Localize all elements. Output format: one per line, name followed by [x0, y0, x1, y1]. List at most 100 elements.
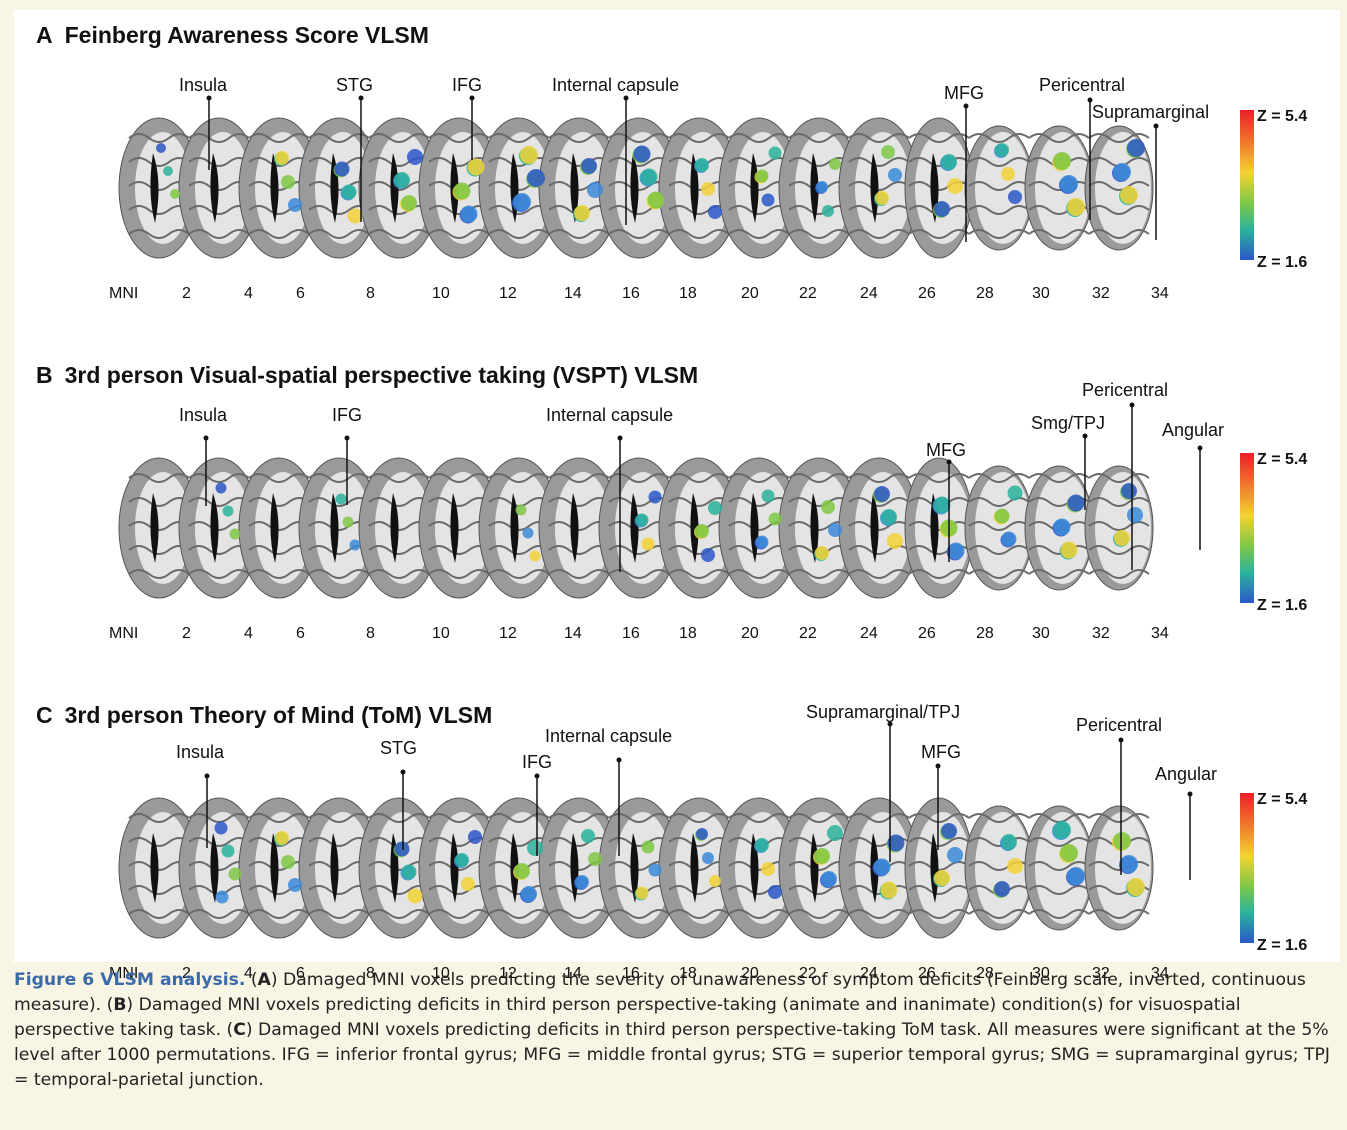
mni-tick-label: 34 — [1151, 285, 1169, 302]
activation-cluster — [1007, 858, 1023, 874]
leader-dot — [1197, 445, 1203, 451]
mni-tick-label: 8 — [366, 625, 375, 642]
activation-cluster — [640, 168, 658, 186]
activation-cluster — [515, 504, 527, 516]
label-internal-capsule: Internal capsule — [552, 75, 680, 95]
activation-cluster — [814, 848, 830, 864]
leader-dot — [400, 769, 406, 775]
label-internal-capsule: Internal capsule — [546, 405, 674, 425]
leader-dot — [534, 773, 540, 779]
caption-ref-b: B — [113, 995, 127, 1015]
panel-b-title-text: 3rd person Visual-spatial perspective ta… — [64, 362, 699, 388]
mni-tick-label: 20 — [741, 965, 759, 982]
activation-cluster — [888, 168, 902, 182]
activation-cluster — [334, 161, 350, 177]
activation-cluster — [1067, 494, 1085, 512]
leader-dot — [1153, 123, 1159, 129]
activation-cluster — [881, 145, 895, 159]
leader-dot — [1187, 791, 1193, 797]
mni-tick-label: 18 — [679, 285, 697, 302]
mni-tick-label: 34 — [1151, 625, 1169, 642]
mni-tick-label: 8 — [366, 285, 375, 302]
mni-tick-label: 16 — [622, 285, 640, 302]
activation-cluster — [941, 154, 957, 170]
leader-dot — [206, 95, 212, 101]
activation-cluster — [461, 877, 475, 891]
leader-dot — [1118, 737, 1124, 743]
activation-cluster — [275, 831, 289, 845]
activation-cluster — [1113, 832, 1131, 850]
activation-cluster — [822, 205, 834, 217]
activation-cluster — [873, 858, 891, 876]
activation-cluster — [947, 847, 963, 863]
brain-slice — [838, 117, 920, 259]
activation-cluster — [281, 175, 295, 189]
activation-cluster — [335, 493, 347, 505]
panel-b-letter: B — [36, 362, 53, 388]
activation-cluster — [275, 151, 289, 165]
activation-cluster — [1008, 190, 1022, 204]
brain-slice — [238, 457, 320, 599]
activation-cluster — [768, 885, 782, 899]
activation-cluster — [947, 178, 963, 194]
mni-tick-label: 18 — [679, 965, 697, 982]
activation-cluster — [696, 828, 708, 840]
brain-slice — [904, 117, 974, 259]
mni-tick-label: 10 — [432, 625, 450, 642]
activation-cluster — [994, 508, 1010, 524]
activation-cluster — [875, 191, 889, 205]
activation-cluster — [633, 145, 651, 163]
activation-cluster — [407, 149, 423, 165]
activation-cluster — [529, 550, 541, 562]
mni-tick-label: 14 — [564, 965, 582, 982]
activation-cluster — [708, 205, 722, 219]
activation-cluster — [215, 482, 227, 494]
activation-cluster — [755, 838, 769, 852]
caption-text-b: ) Damaged MNI voxels predicting deficits… — [14, 995, 1241, 1040]
leader-dot — [946, 459, 952, 465]
activation-cluster — [1053, 152, 1071, 170]
activation-cluster — [1060, 844, 1078, 862]
panel-b: B 3rd person Visual-spatial perspective t… — [14, 350, 1340, 650]
leader-dot — [1087, 97, 1093, 103]
activation-cluster — [1127, 878, 1145, 896]
activation-cluster — [394, 172, 410, 188]
label-ifg: IFG — [522, 752, 552, 772]
mni-tick-label: 22 — [799, 625, 817, 642]
activation-cluster — [1001, 834, 1017, 850]
mni-tick-label: 10 — [432, 285, 450, 302]
activation-cluster — [588, 852, 602, 866]
activation-cluster — [460, 205, 478, 223]
brain-slice — [964, 805, 1034, 931]
leader-dot — [887, 721, 893, 727]
mni-tick-label: 10 — [432, 965, 450, 982]
mni-tick-label: 16 — [622, 965, 640, 982]
brain-slice — [538, 457, 620, 599]
panel-c: C 3rd person Theory of Mind (ToM) VLSM In… — [14, 690, 1340, 990]
activation-cluster — [170, 189, 180, 199]
mni-tick-label: 32 — [1092, 965, 1110, 982]
activation-cluster — [887, 533, 903, 549]
activation-cluster — [647, 191, 665, 209]
activation-cluster — [701, 182, 715, 196]
label-insula: Insula — [179, 405, 228, 425]
figure-6: A Feinberg Awareness Score VLSM Insula ST… — [14, 10, 1340, 982]
activation-cluster — [648, 490, 662, 504]
activation-cluster — [828, 523, 842, 537]
label-pericentral: Pericentral — [1039, 75, 1126, 95]
mni-axis-label: MNI — [109, 965, 139, 982]
activation-cluster — [401, 195, 417, 211]
activation-cluster — [947, 542, 965, 560]
activation-cluster — [648, 863, 662, 877]
mni-tick-label: 30 — [1032, 965, 1050, 982]
brain-slice — [118, 457, 200, 599]
activation-cluster — [467, 158, 485, 176]
z-max-label: Z = 5.4 — [1257, 451, 1308, 468]
activation-cluster — [641, 840, 655, 854]
mni-tick-label: 16 — [622, 625, 640, 642]
activation-cluster — [880, 881, 898, 899]
activation-cluster — [1060, 175, 1078, 193]
brain-slice — [838, 457, 920, 599]
activation-cluster — [941, 823, 957, 839]
mni-tick-label: 28 — [976, 285, 994, 302]
